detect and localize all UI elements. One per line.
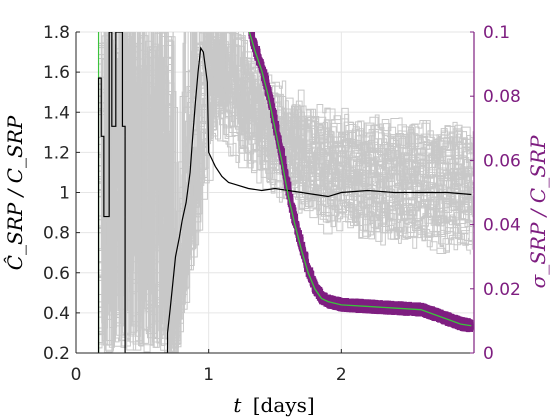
x-axis-variable: t: [233, 393, 242, 417]
x-tick-label: 0: [71, 365, 82, 385]
y-left-tick-label: 1.2: [43, 143, 70, 163]
y-left-tick-label: 1.6: [43, 63, 70, 83]
x-axis-label: t [days]: [233, 393, 314, 417]
y-axis-left-label: Ĉ_SRP / C_SRP: [2, 115, 27, 270]
y-right-tick-label: 0: [483, 344, 494, 364]
y-right-tick-label: 0.06: [483, 151, 521, 171]
y-right-tick-label: 0.1: [483, 23, 510, 43]
y-left-tick-label: 1: [59, 184, 70, 204]
y-left-tick-label: 1.4: [43, 103, 70, 123]
y-axis-right-label: σ_SRP / C_SRP: [526, 135, 550, 288]
x-tick-label: 1: [203, 365, 214, 385]
y-left-tick-label: 1.8: [43, 23, 70, 43]
y-left-tick-label: 0.8: [43, 224, 70, 244]
y-right-tick-label: 0.04: [483, 216, 521, 236]
x-tick-label: 2: [336, 365, 347, 385]
y-left-tick-label: 0.4: [43, 304, 70, 324]
y-right-tick-label: 0.08: [483, 87, 521, 107]
x-axis-unit: [days]: [253, 393, 315, 417]
y-right-tick-label: 0.02: [483, 280, 521, 300]
y-left-tick-label: 0.6: [43, 264, 70, 284]
y-left-tick-label: 0.2: [43, 344, 70, 364]
